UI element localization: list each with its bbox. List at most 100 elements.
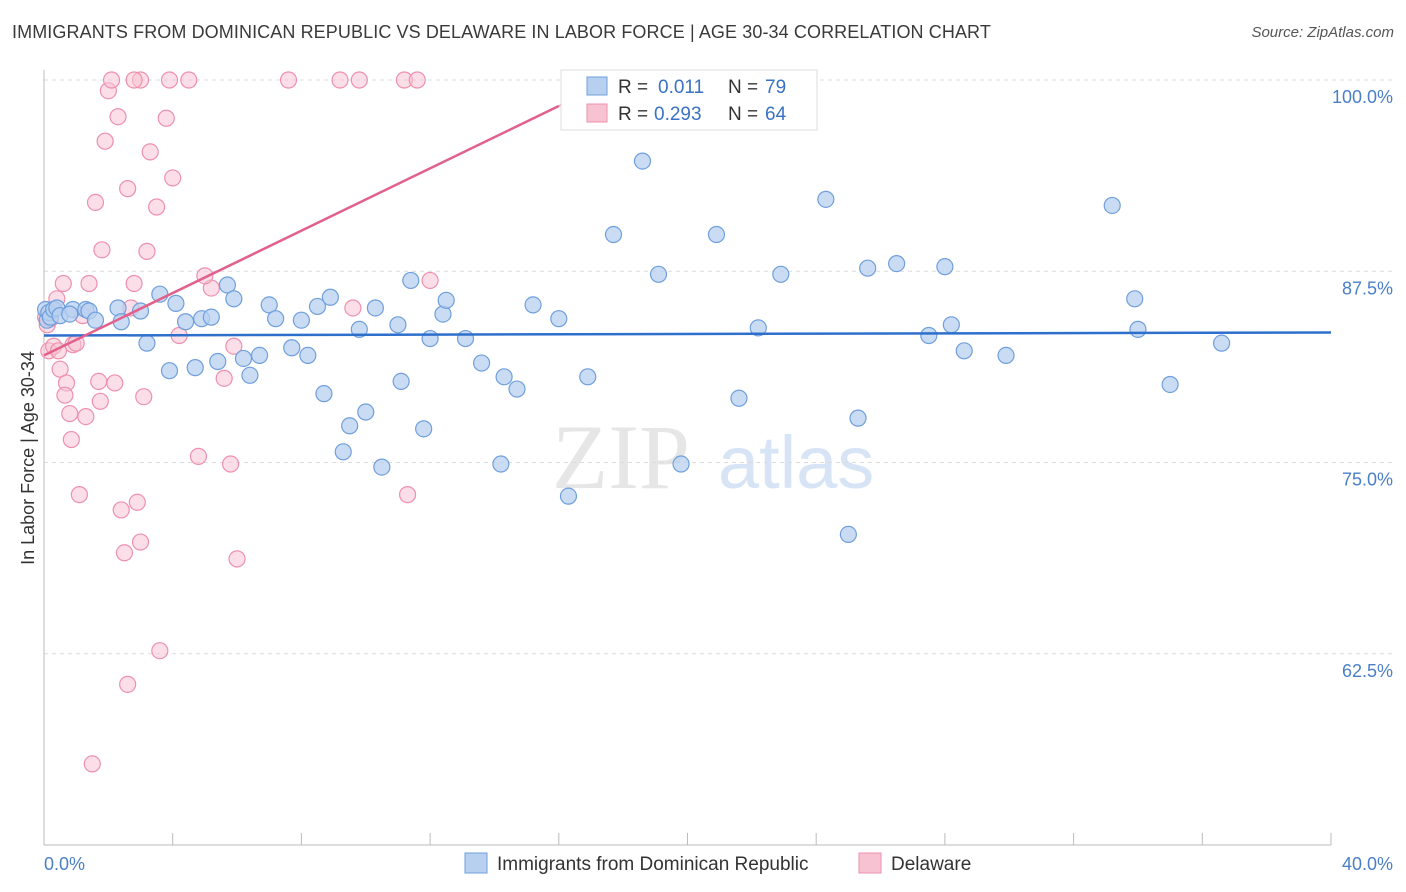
data-point <box>90 372 108 391</box>
data-point <box>408 71 426 89</box>
data-point <box>160 362 179 380</box>
trend-line-pink <box>43 104 560 357</box>
data-point <box>341 417 359 435</box>
data-point <box>222 455 240 473</box>
series-legend-label-pink: Delaware <box>891 854 971 875</box>
data-point <box>749 319 767 337</box>
data-point <box>283 339 301 357</box>
data-point <box>920 326 938 345</box>
data-point <box>125 71 143 89</box>
data-point <box>344 299 362 317</box>
data-point <box>164 169 182 187</box>
data-point <box>456 329 475 348</box>
data-point <box>373 458 391 476</box>
data-point <box>70 486 88 504</box>
data-point <box>228 550 246 568</box>
series-legend-label-blue: Immigrants from Dominican Republic <box>497 854 809 875</box>
legend-r-value-pink: 0.293 <box>654 104 702 125</box>
legend-swatch-pink <box>586 103 608 123</box>
series-legend-swatch-pink <box>858 852 882 874</box>
data-point <box>61 305 79 323</box>
source-label: Source: ZipAtlas.com <box>1251 24 1394 41</box>
data-point <box>115 544 134 562</box>
legend-n-value-pink: 64 <box>765 104 787 125</box>
data-point <box>1126 290 1144 308</box>
data-point <box>86 311 105 329</box>
data-point <box>350 320 368 338</box>
data-point <box>51 360 69 378</box>
data-point <box>633 152 652 170</box>
data-point <box>131 533 150 551</box>
data-point <box>421 271 439 290</box>
data-point <box>218 276 236 294</box>
data-point <box>160 71 179 89</box>
data-point <box>392 372 410 391</box>
gridlines <box>44 79 1393 655</box>
data-point <box>186 359 204 377</box>
data-point <box>550 310 568 328</box>
data-point <box>942 316 960 334</box>
data-point <box>96 132 114 150</box>
data-point <box>62 430 80 449</box>
stats-legend: R = 0.011 N = 79 R = 0.293 N = 64 <box>560 69 818 131</box>
data-point <box>54 274 72 293</box>
y-tick-label: 87.5% <box>1342 278 1393 298</box>
data-point <box>888 255 906 273</box>
data-point <box>389 316 407 334</box>
data-point <box>421 329 439 348</box>
data-point <box>1129 320 1147 338</box>
data-point <box>61 404 79 423</box>
data-point <box>148 198 166 216</box>
series-legend-swatch-blue <box>464 852 488 874</box>
data-point <box>119 180 137 198</box>
data-point <box>1103 196 1121 215</box>
data-point <box>1213 334 1231 352</box>
data-point <box>250 346 269 364</box>
legend-n-label-pink: N = <box>728 104 758 125</box>
data-point <box>225 290 243 308</box>
data-point <box>241 366 259 384</box>
data-point <box>56 386 74 404</box>
data-point <box>707 225 726 244</box>
data-point <box>151 642 169 660</box>
trend-line-blue <box>43 331 1332 337</box>
x-axis-ticks <box>43 833 1332 845</box>
y-tick-labels: 100.0% 87.5% 75.0% 62.5% <box>1332 87 1393 681</box>
data-point <box>119 675 137 693</box>
data-point <box>508 380 526 398</box>
data-point <box>299 346 317 364</box>
dominican-republic-points <box>37 152 1231 544</box>
data-point <box>80 274 98 293</box>
data-point <box>350 71 368 89</box>
series-legend: Immigrants from Dominican Republic Delaw… <box>464 852 971 875</box>
data-point <box>209 352 227 371</box>
data-point <box>849 409 867 427</box>
data-point <box>86 193 105 211</box>
data-point <box>267 310 285 328</box>
data-point <box>817 190 835 208</box>
data-point <box>315 385 333 403</box>
data-point <box>308 297 327 316</box>
x-tick-label-max: 40.0% <box>1342 854 1393 874</box>
data-point <box>1161 375 1179 394</box>
data-point <box>141 143 159 161</box>
data-point <box>321 288 339 306</box>
data-point <box>138 334 156 352</box>
legend-r-value-blue: 0.011 <box>658 77 704 98</box>
data-point <box>331 71 349 89</box>
legend-r-label-pink: R = <box>618 104 648 125</box>
x-tick-label-min: 0.0% <box>44 854 85 874</box>
data-point <box>112 501 130 519</box>
legend-n-label-blue: N = <box>728 77 758 98</box>
data-point <box>997 346 1015 364</box>
data-point <box>176 313 195 331</box>
data-point <box>157 109 175 127</box>
data-point <box>180 71 198 89</box>
data-point <box>83 755 101 773</box>
data-point <box>495 368 513 386</box>
y-tick-label: 62.5% <box>1342 661 1393 681</box>
data-point <box>415 420 433 438</box>
data-point <box>138 242 156 260</box>
y-axis-title: In Labor Force | Age 30-34 <box>18 351 38 565</box>
